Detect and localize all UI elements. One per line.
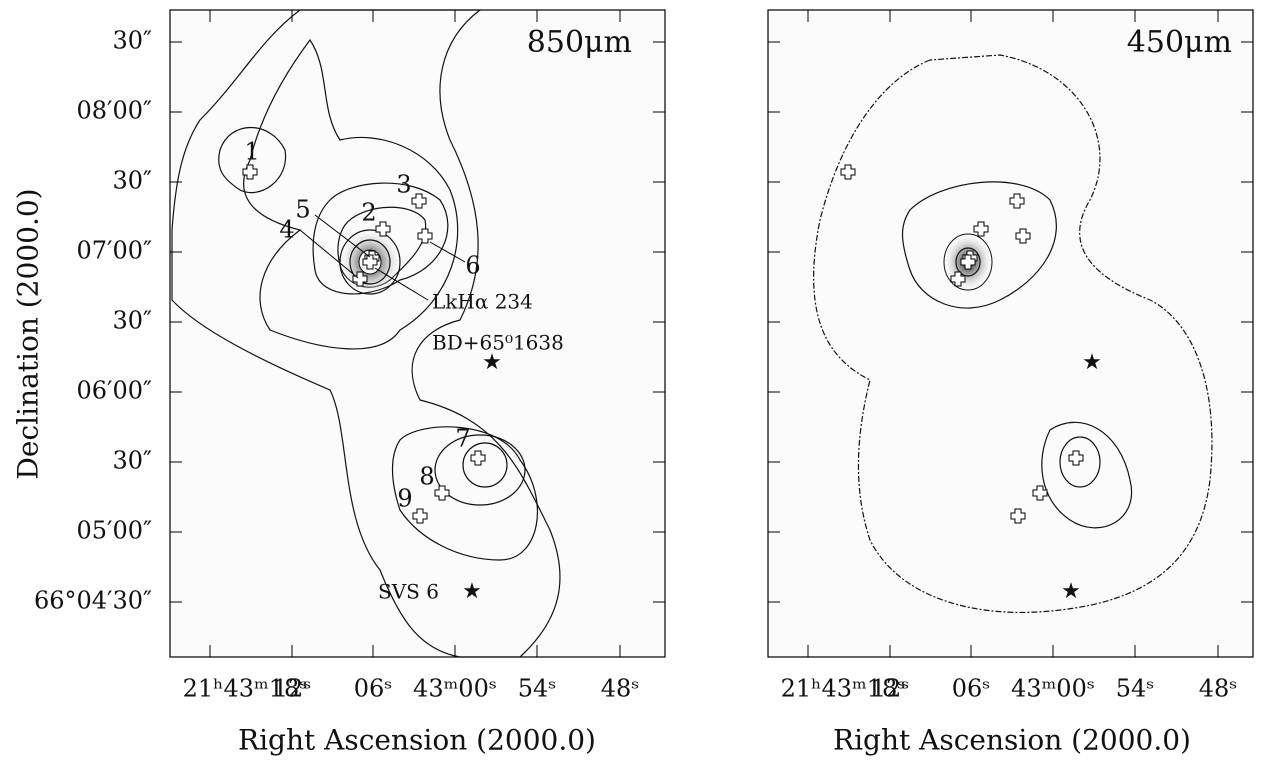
svg-text:★: ★ [1061,579,1081,604]
source-label: 9 [397,485,412,513]
x-tick-label: 48ˢ [601,675,640,703]
source-label: 6 [465,252,480,280]
x-tick-label: 12ˢ [871,675,910,703]
map-850 [170,10,665,657]
annotation: BD+65⁰1638 [432,331,564,355]
x-tick-label: 43ᵐ00ˢ [413,675,497,703]
y-axis-label: Declination (2000.0) [12,188,45,479]
x-tick-label: 12ˢ [273,675,312,703]
y-tick-label: 07′00″ [77,237,153,265]
panel-label: 850μm [527,25,632,60]
annotation: LkHα 234 [432,290,533,314]
x-tick-label: 43ᵐ00ˢ [1011,675,1095,703]
source-label: 1 [244,138,259,166]
y-tick-label: 66°04′30″ [34,587,152,615]
svg-text:★: ★ [1082,350,1102,375]
y-tick-label: 30″ [112,167,152,195]
x-tick-label: 48ˢ [1199,675,1238,703]
source-label: 3 [396,171,411,199]
panel-label: 450μm [1127,25,1232,60]
source-label: 8 [419,463,434,491]
x-tick-label: 06ˢ [354,675,393,703]
source-label: 7 [455,425,470,453]
y-tick-label: 30″ [112,27,152,55]
y-tick-label: 30″ [112,307,152,335]
x-tick-label: 54ˢ [1116,675,1155,703]
x-axis-label: Right Ascension (2000.0) [833,724,1191,757]
x-tick-label: 06ˢ [952,675,991,703]
annotation: SVS 6 [378,580,439,604]
y-tick-label: 06′00″ [77,377,153,405]
source-label: 5 [295,196,310,224]
y-tick-label: 30″ [112,447,152,475]
figure: ★ ★ ★ ★ 850μm 450μm LkHα 234 BD+65⁰1638 … [0,0,1272,758]
y-tick-label: 08′00″ [77,97,153,125]
source-label: 4 [279,216,294,244]
svg-text:★: ★ [462,579,482,604]
x-axis-label: Right Ascension (2000.0) [238,724,596,757]
x-tick-label: 54ˢ [518,675,557,703]
source-label: 2 [361,199,376,227]
y-tick-label: 05′00″ [77,517,153,545]
map-450 [768,10,1253,657]
